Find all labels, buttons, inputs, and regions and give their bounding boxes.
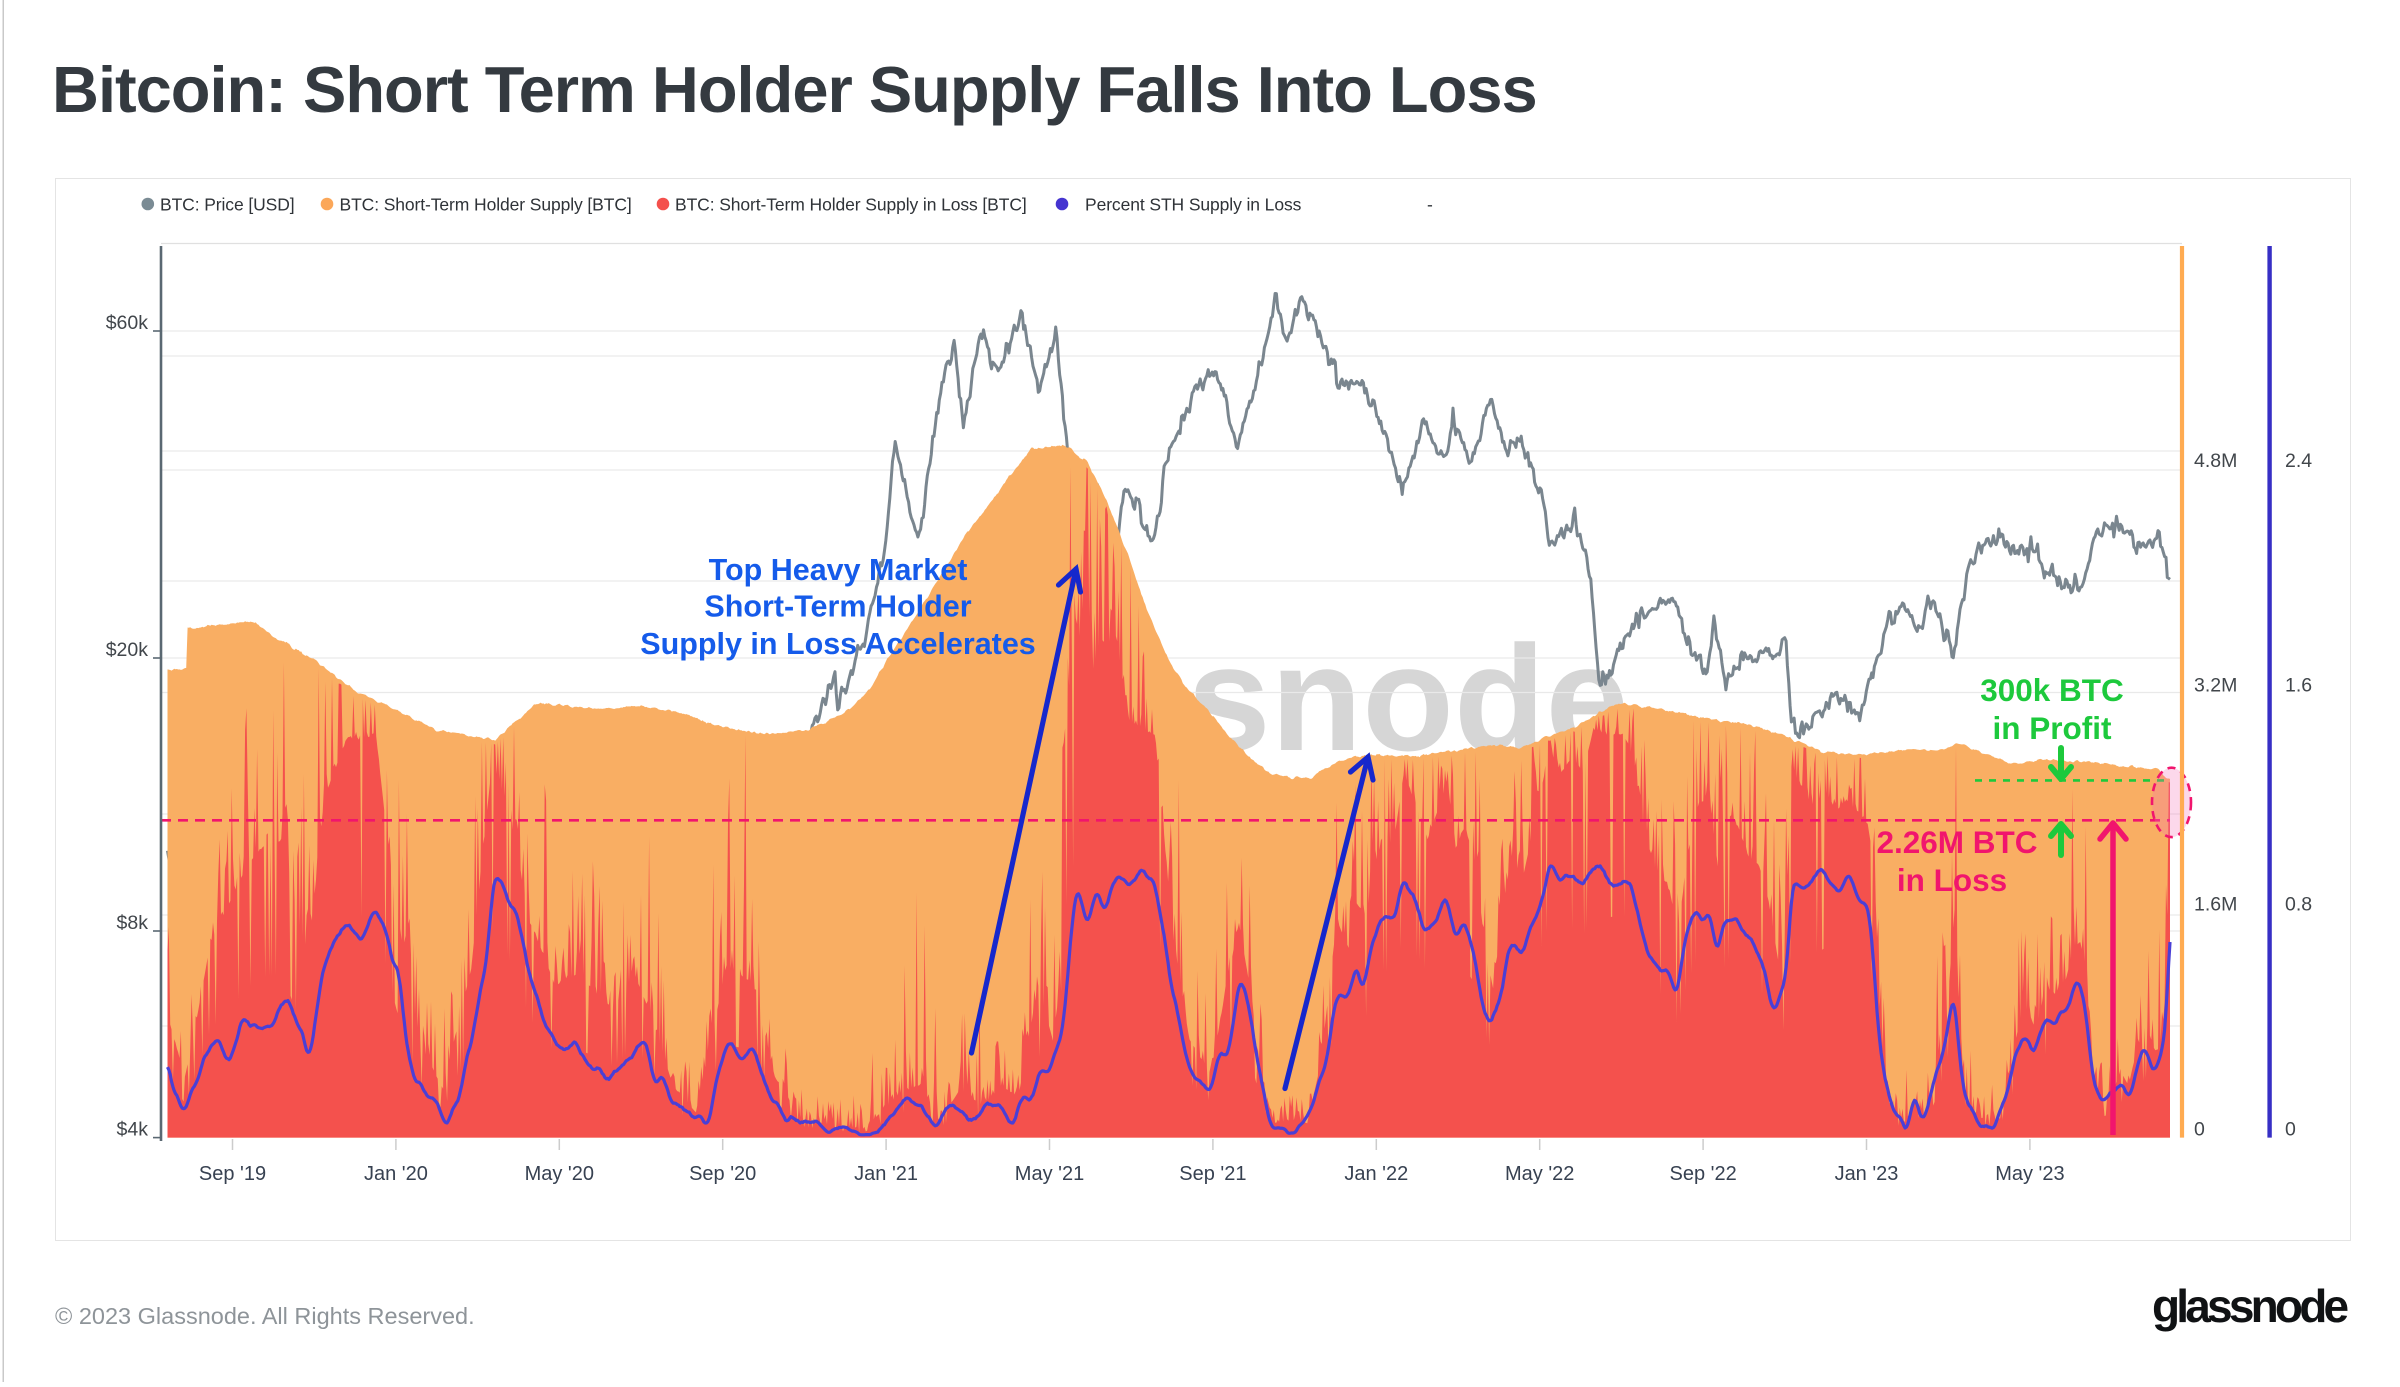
svg-text:Supply in Loss Accelerates: Supply in Loss Accelerates — [640, 627, 1036, 661]
svg-text:Sep '19: Sep '19 — [199, 1163, 266, 1185]
svg-text:1.6M: 1.6M — [2194, 894, 2237, 916]
svg-text:© 2023 Glassnode. All Rights R: © 2023 Glassnode. All Rights Reserved. — [55, 1303, 475, 1329]
svg-text:Top Heavy Market: Top Heavy Market — [709, 553, 968, 587]
svg-text:BTC: Short-Term Holder Supply: BTC: Short-Term Holder Supply in Loss [B… — [675, 195, 1027, 215]
svg-text:Sep '21: Sep '21 — [1179, 1163, 1246, 1185]
svg-text:BTC: Short-Term Holder Supply: BTC: Short-Term Holder Supply [BTC] — [340, 195, 632, 215]
svg-text:May '22: May '22 — [1505, 1163, 1574, 1185]
svg-text:300k BTC: 300k BTC — [1980, 672, 2124, 708]
svg-text:$8k: $8k — [117, 912, 149, 934]
svg-text:Short-Term Holder: Short-Term Holder — [704, 590, 971, 624]
svg-text:May '21: May '21 — [1015, 1163, 1084, 1185]
svg-text:in Profit: in Profit — [1993, 710, 2112, 746]
svg-text:in Loss: in Loss — [1897, 862, 2007, 898]
svg-text:May '23: May '23 — [1995, 1163, 2064, 1185]
svg-text:-: - — [1427, 195, 1433, 215]
svg-text:May '20: May '20 — [525, 1163, 594, 1185]
svg-text:2.4: 2.4 — [2285, 450, 2312, 472]
svg-text:Percent STH Supply in Loss: Percent STH Supply in Loss — [1085, 195, 1302, 215]
svg-text:glassnode: glassnode — [2152, 1280, 2349, 1332]
svg-text:1.6: 1.6 — [2285, 675, 2312, 697]
svg-text:4.8M: 4.8M — [2194, 450, 2237, 472]
svg-text:Jan '20: Jan '20 — [364, 1163, 428, 1185]
svg-text:Sep '22: Sep '22 — [1669, 1163, 1736, 1185]
svg-text:$20k: $20k — [106, 639, 149, 661]
svg-text:Jan '22: Jan '22 — [1344, 1163, 1408, 1185]
svg-text:BTC: Price [USD]: BTC: Price [USD] — [160, 195, 295, 215]
svg-text:Bitcoin: Short Term Holder Sup: Bitcoin: Short Term Holder Supply Falls … — [52, 53, 1537, 126]
svg-text:Jan '23: Jan '23 — [1835, 1163, 1899, 1185]
svg-text:Jan '21: Jan '21 — [854, 1163, 918, 1185]
svg-text:0.8: 0.8 — [2285, 894, 2312, 916]
svg-text:$60k: $60k — [106, 312, 149, 334]
svg-text:2.26M BTC: 2.26M BTC — [1876, 824, 2037, 860]
svg-text:Sep '20: Sep '20 — [689, 1163, 756, 1185]
svg-text:$4k: $4k — [117, 1119, 149, 1141]
svg-text:0: 0 — [2194, 1119, 2205, 1141]
svg-text:3.2M: 3.2M — [2194, 675, 2237, 697]
svg-text:0: 0 — [2285, 1119, 2296, 1141]
